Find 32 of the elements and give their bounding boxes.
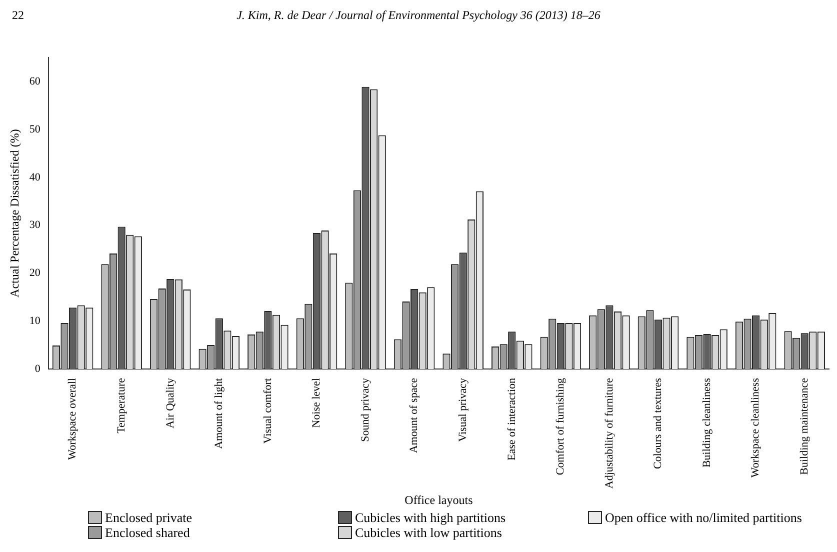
text: 22 [12, 8, 24, 23]
x-tick-label: Visual comfort [262, 378, 274, 444]
y-tick-label: 50 [29, 123, 41, 136]
x-tick-label: Noise level [310, 378, 323, 428]
y-tick-label: 10 [29, 314, 41, 327]
x-tick-label: Amount of light [213, 378, 226, 449]
x-tick-label: Temperature [115, 378, 128, 434]
text: J. Kim, R. de Dear / Journal of Environmental Psychology 36 (2013) 18–26 [236, 8, 600, 22]
x-axis-title: Office layouts [404, 492, 474, 507]
y-axis-title: Actual Percentage Dissatisfied (%) [7, 129, 22, 298]
legend-label: Cubicles with high partitions [355, 510, 506, 525]
legend-label: Enclosed private [105, 510, 192, 525]
x-tick-label: Workspace overall [66, 378, 79, 460]
x-tick-label: Sound privacy [359, 378, 372, 442]
legend-label: Cubicles with low partitions [355, 525, 502, 540]
x-tick-label: Comfort of furnishing [554, 378, 567, 476]
y-tick-label: 40 [29, 171, 41, 184]
x-tick-label: Adjustability of furniture [603, 378, 616, 489]
x-tick-label: Ease of interaction [506, 378, 518, 460]
x-tick-label: Amount of space [408, 378, 420, 454]
x-tick-label: Visual privacy [456, 378, 469, 442]
x-tick-label: Colours and textures [652, 378, 664, 470]
x-tick-label: Building cleanliness [700, 378, 713, 468]
x-tick-label: Building maintenance [798, 378, 810, 475]
y-tick-label: 30 [29, 219, 41, 232]
y-tick-label: 60 [29, 75, 41, 88]
y-tick-label: 20 [29, 267, 41, 280]
y-tick-label: 0 [34, 362, 41, 375]
x-tick-label: Air Quality [164, 378, 176, 428]
legend-label: Open office with no/limited partitions [605, 510, 802, 525]
legend-label: Enclosed shared [105, 525, 190, 540]
x-tick-label: Workspace cleanliness [750, 378, 762, 478]
